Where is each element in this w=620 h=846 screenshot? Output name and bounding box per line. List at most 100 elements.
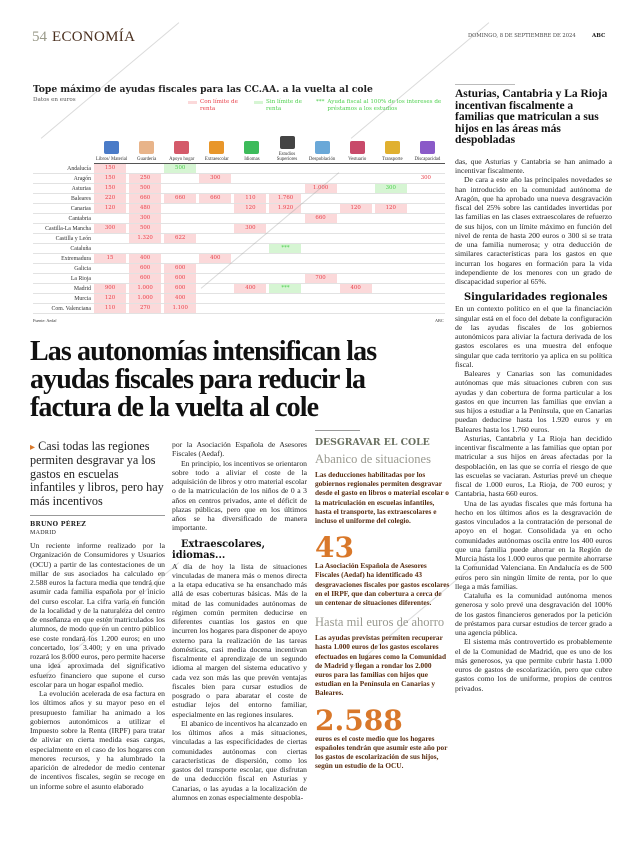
table-cell xyxy=(269,254,304,263)
table-cell xyxy=(340,304,375,313)
table-cell: 400 xyxy=(129,254,164,263)
region-label: Extremadura xyxy=(61,255,91,262)
table-row: Castilla-La Mancha 300 500 300 xyxy=(33,224,445,234)
column-label: Discapacidad xyxy=(414,156,441,162)
table-cell xyxy=(234,214,269,223)
column-header: Despoblación xyxy=(305,124,340,163)
table-cell: 120 xyxy=(374,204,410,213)
region-label: Cataluña xyxy=(70,245,91,252)
table-cell xyxy=(234,304,269,313)
legend-swatch-red xyxy=(188,101,197,104)
table-cell xyxy=(94,244,129,253)
table-cell: 600 xyxy=(129,264,164,273)
table-cell: 120 xyxy=(339,204,375,213)
table-cell: 150 xyxy=(94,164,129,173)
table-cell: 300 xyxy=(234,224,269,233)
table-cell xyxy=(375,234,410,243)
table-cell: 1.760 xyxy=(269,194,304,203)
table-cell xyxy=(164,214,199,223)
table-cell xyxy=(375,224,410,233)
table-cell xyxy=(234,234,269,243)
table-cell: 400 xyxy=(234,284,269,293)
books-icon xyxy=(104,140,120,154)
column-label: Vestuario xyxy=(348,156,367,162)
table-cell xyxy=(164,224,199,233)
table-cell xyxy=(340,264,375,273)
table-cell xyxy=(199,244,234,253)
paragraph: Un reciente informe realizado por la Org… xyxy=(30,541,165,689)
table-row: Castilla y León 1.320 622 xyxy=(33,234,445,244)
table-cell xyxy=(410,234,445,243)
deck: ▸ Casi todas las regiones permiten desgr… xyxy=(30,439,165,508)
people-icon xyxy=(314,140,330,154)
table-cell: 220 xyxy=(94,194,129,203)
table-cell: 900 xyxy=(94,284,129,293)
table-cell xyxy=(410,264,445,273)
dateline-location: MADRID xyxy=(30,530,57,537)
table-cell xyxy=(305,164,340,173)
table-cell: 300 xyxy=(374,184,410,193)
table-cell xyxy=(340,274,375,283)
clothes-rack-icon xyxy=(349,140,365,154)
table-cell xyxy=(199,164,234,173)
region-label: Castilla-La Mancha xyxy=(45,225,91,232)
table-cell xyxy=(340,224,375,233)
globe-icon xyxy=(244,140,260,154)
region-label: Madrid xyxy=(73,285,91,292)
table-cell xyxy=(234,274,269,283)
table-cell xyxy=(410,304,445,313)
table-cell xyxy=(269,164,304,173)
table-cell: 400 xyxy=(199,254,234,263)
column-header: Vestuario xyxy=(340,124,375,163)
table-cell xyxy=(305,244,340,253)
region-label: Com. Valenciana xyxy=(51,305,92,312)
table-cell: 400 xyxy=(339,284,375,293)
region-label: Asturias xyxy=(71,185,91,192)
table-cell xyxy=(340,294,375,303)
table-cell: 500 xyxy=(129,224,164,233)
table-cell xyxy=(199,274,234,283)
column-header: Extraescolar xyxy=(199,124,234,163)
table-cell xyxy=(269,234,304,243)
table-cell: 1.000 xyxy=(304,184,340,193)
column-header: Estudios Superiores xyxy=(269,124,304,163)
table-cell: 660 xyxy=(129,194,164,203)
table-cell xyxy=(410,164,445,173)
chart-credit: ABC xyxy=(435,318,444,323)
table-cell: 110 xyxy=(234,194,269,203)
table-cell xyxy=(199,284,234,293)
sidebar-heading: Hasta mil euros de ahorro xyxy=(315,615,445,630)
table-cell xyxy=(199,264,234,273)
divider xyxy=(455,84,515,85)
column-label: Extraescolar xyxy=(204,156,229,162)
table-cell: 700 xyxy=(304,274,340,283)
table-row: Aragón 150 250 300 300 xyxy=(33,174,445,184)
caregiver-icon xyxy=(174,140,190,154)
table-row: Murcia 120 1.000 400 xyxy=(33,294,445,304)
table-cell: 15 xyxy=(94,254,129,263)
table-row: Asturias 150 500 1.000 300 xyxy=(33,184,445,194)
table-row: Madrid 900 1.000 600 400 *** 400 xyxy=(33,284,445,294)
table-cell xyxy=(305,174,340,183)
table-cell xyxy=(129,164,164,173)
column-header: Libros/ Material xyxy=(94,124,129,163)
sidebar-heading: Abanico de situaciones xyxy=(315,452,431,466)
region-label: Baleares xyxy=(71,195,91,202)
table-cell: 1.920 xyxy=(269,204,304,213)
table-cell xyxy=(234,254,269,263)
column-header: Transporte xyxy=(375,124,410,163)
table-cell: 600 xyxy=(129,274,164,283)
sidebar-text: La Asociación Española de Asesores Fisca… xyxy=(315,561,450,608)
table-cell xyxy=(375,294,410,303)
paragraph: A día de hoy la lista de situaciones vin… xyxy=(172,561,307,719)
table-cell xyxy=(340,244,375,253)
table-cell: 300 xyxy=(420,175,431,181)
sidebar-text: Las deducciones habilitadas por los gobi… xyxy=(315,470,449,526)
table-cell xyxy=(269,184,304,193)
table-cell xyxy=(410,214,445,223)
column-header: Idiomas xyxy=(234,124,269,163)
column-label: Guardería xyxy=(137,156,157,162)
table-cell xyxy=(410,184,445,193)
table-cell xyxy=(234,174,269,183)
table-cell xyxy=(164,184,199,193)
